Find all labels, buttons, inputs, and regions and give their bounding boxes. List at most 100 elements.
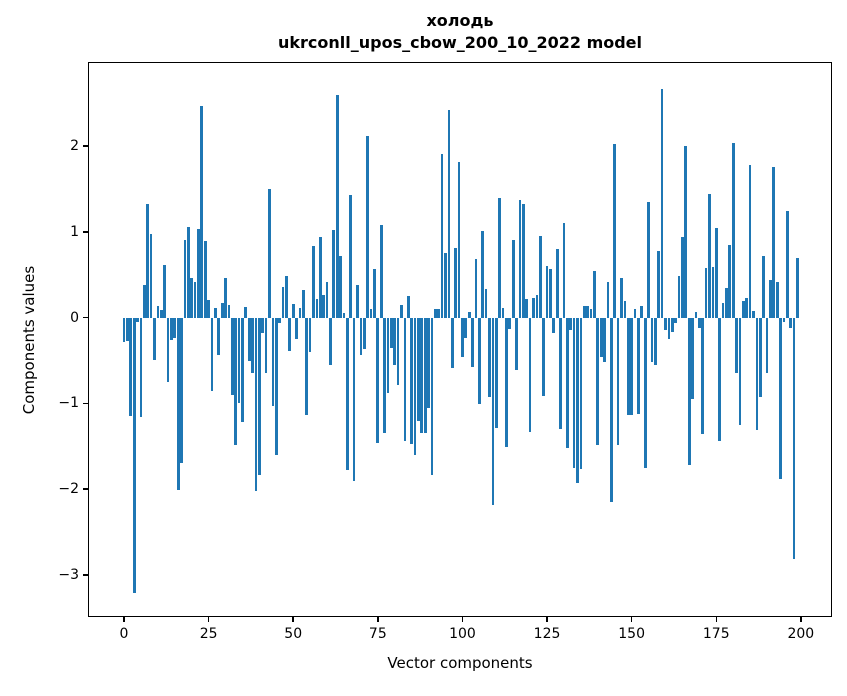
bar-component-137 [586, 305, 589, 318]
bar-component-182 [738, 317, 742, 425]
bar-component-105 [478, 317, 481, 405]
bar-component-6 [142, 285, 146, 318]
bar-component-31 [227, 304, 231, 318]
bar-component-76 [379, 224, 383, 318]
bar-component-189 [762, 255, 765, 318]
bar-component-153 [640, 305, 644, 318]
bar-component-23 [200, 105, 204, 318]
bar-component-179 [728, 244, 732, 318]
bar-component-30 [224, 278, 227, 318]
bar-component-67 [349, 194, 353, 318]
bar-component-78 [386, 317, 390, 394]
bar-component-36 [244, 307, 248, 318]
bar-component-145 [613, 144, 617, 318]
bar-component-173 [708, 194, 711, 318]
bar-component-63 [335, 94, 339, 318]
plot-frame [88, 62, 832, 617]
bar-component-77 [383, 317, 386, 434]
bar-component-123 [538, 236, 542, 318]
x-tick-mark-200 [800, 617, 802, 622]
bar-component-139 [593, 271, 596, 318]
bar-component-93 [437, 309, 441, 318]
bar-component-60 [325, 282, 329, 318]
bar-component-171 [701, 317, 705, 435]
bar-component-34 [237, 317, 241, 403]
bar-component-102 [467, 312, 471, 318]
bar-component-131 [566, 317, 569, 448]
y-tick-label--1: −1 [58, 395, 79, 412]
y-tick-label--2: −2 [58, 481, 79, 498]
bar-component-132 [569, 317, 573, 331]
x-tick-mark-175 [715, 617, 717, 622]
bar-component-194 [779, 317, 782, 479]
bar-component-133 [572, 317, 576, 468]
y-tick-mark-1 [83, 231, 88, 233]
bar-component-142 [603, 317, 606, 363]
bar-component-56 [312, 245, 315, 318]
bar-component-0 [122, 317, 126, 342]
bar-component-134 [576, 317, 579, 484]
x-tick-label-75: 75 [368, 626, 387, 642]
bar-component-69 [356, 285, 359, 318]
bar-component-104 [474, 259, 478, 318]
bar-component-72 [366, 135, 370, 318]
bar-component-83 [403, 317, 407, 442]
bar-component-9 [153, 317, 156, 360]
bar-component-150 [630, 317, 633, 416]
bar-component-22 [197, 229, 200, 318]
bar-component-160 [664, 317, 667, 331]
bar-component-128 [555, 249, 559, 318]
bar-component-58 [318, 236, 322, 318]
bar-component-15 [173, 317, 177, 339]
y-tick-label-2: 2 [70, 138, 79, 155]
bar-component-68 [352, 317, 356, 482]
bar-component-155 [647, 201, 650, 318]
bars-layer [88, 62, 832, 617]
bar-component-147 [620, 278, 623, 318]
x-axis-label: Vector components [387, 654, 533, 672]
bar-component-159 [660, 88, 664, 318]
bar-component-45 [274, 317, 278, 455]
bar-component-166 [684, 146, 688, 318]
bar-component-164 [677, 275, 681, 318]
bar-component-127 [552, 317, 556, 334]
y-tick-mark--2 [83, 488, 88, 490]
bar-component-33 [234, 317, 238, 446]
bar-component-57 [315, 298, 319, 318]
bar-component-11 [159, 309, 163, 318]
chart-title-line1: холодь [426, 11, 494, 30]
bar-component-49 [288, 317, 292, 352]
bar-component-41 [261, 317, 265, 334]
bar-component-94 [440, 153, 444, 318]
bar-component-192 [772, 166, 776, 318]
bar-component-48 [285, 276, 288, 318]
x-tick-mark-0 [123, 617, 125, 622]
bar-component-148 [623, 301, 627, 318]
bar-component-199 [796, 257, 799, 318]
bar-component-120 [528, 317, 532, 432]
bar-component-71 [362, 317, 366, 349]
bar-component-99 [457, 161, 461, 318]
x-tick-label-125: 125 [533, 626, 561, 642]
bar-component-20 [190, 278, 194, 318]
bar-component-70 [359, 317, 363, 356]
bar-component-158 [657, 250, 661, 318]
bar-component-52 [298, 308, 302, 318]
bar-component-47 [281, 286, 285, 318]
bar-component-53 [302, 290, 305, 318]
bar-component-103 [471, 317, 474, 367]
bar-component-165 [681, 236, 684, 318]
bar-component-87 [417, 317, 420, 422]
bar-component-124 [542, 317, 545, 396]
bar-component-50 [291, 303, 295, 318]
bar-component-116 [515, 317, 518, 370]
bar-component-177 [721, 303, 725, 318]
bar-component-12 [163, 265, 166, 318]
bar-component-85 [410, 317, 414, 444]
bar-component-138 [589, 309, 593, 318]
bar-component-126 [549, 268, 552, 318]
bar-component-66 [346, 317, 349, 471]
bar-component-4 [136, 317, 139, 322]
bar-component-7 [146, 204, 150, 318]
